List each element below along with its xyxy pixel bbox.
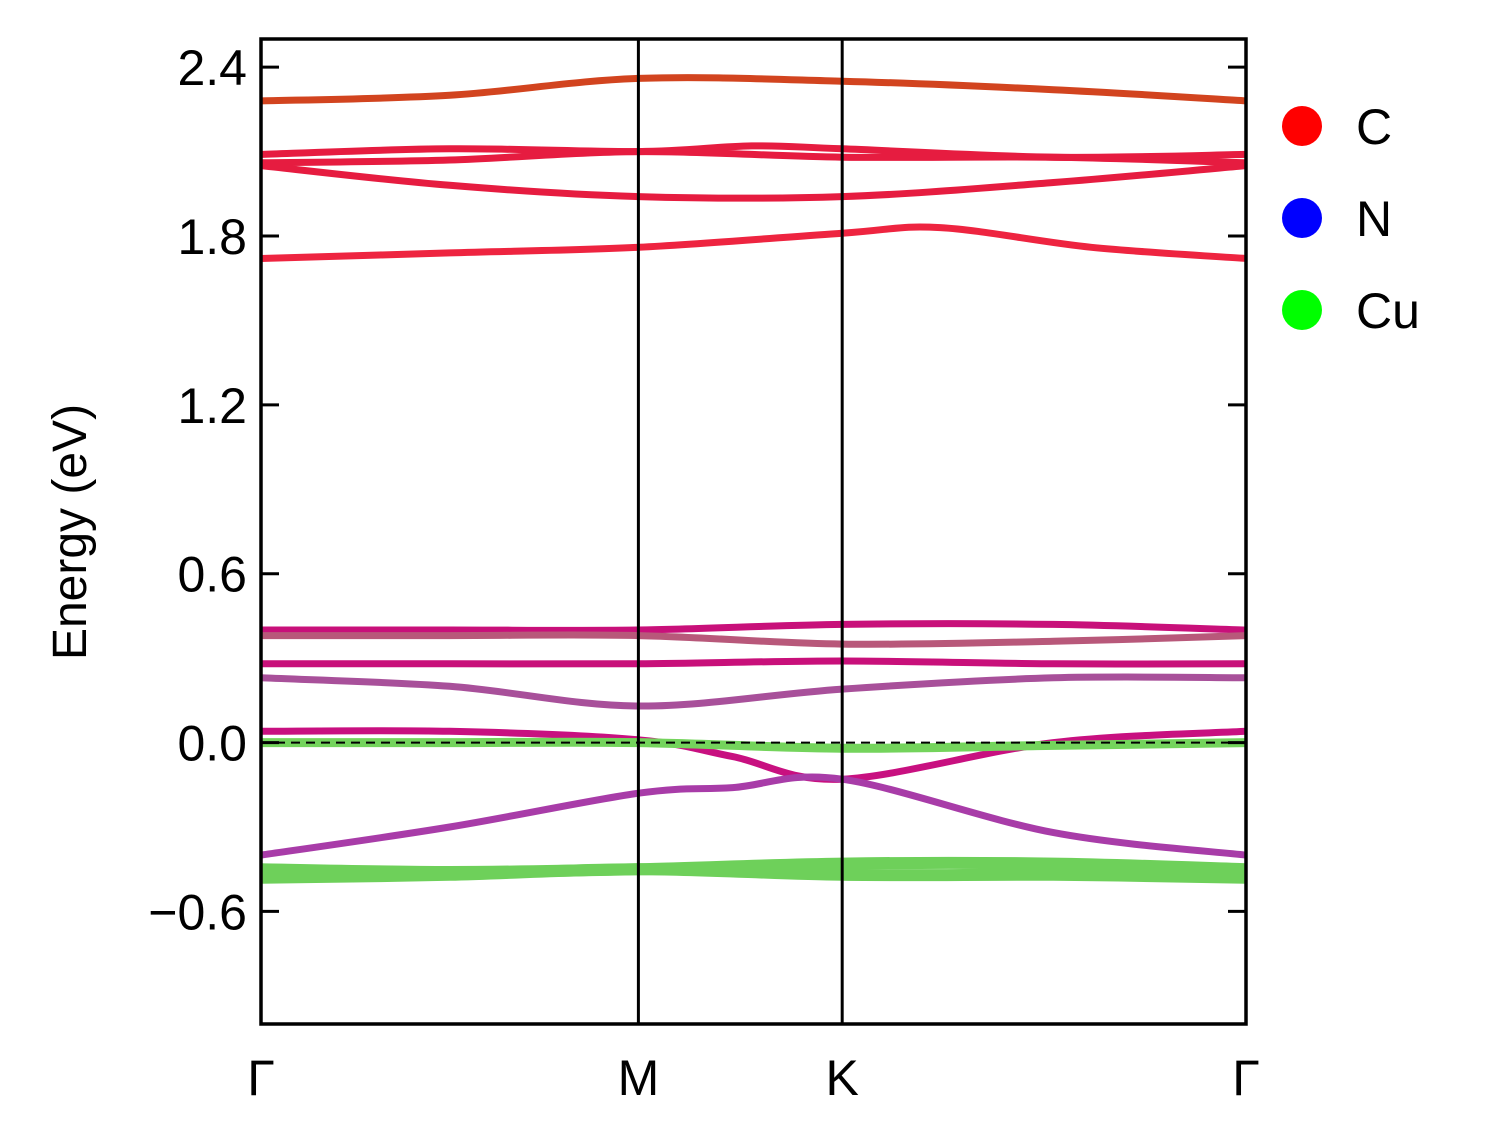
y-tick-label: −0.6	[148, 884, 247, 940]
bands-layer	[261, 74, 1246, 884]
band-line-10	[261, 727, 1246, 783]
band-line-12	[261, 773, 1246, 859]
band-line-1	[261, 74, 1246, 105]
legend-label-n: N	[1356, 191, 1392, 247]
y-tick-label: 1.2	[177, 378, 247, 434]
legend-label-cu: Cu	[1356, 283, 1420, 339]
legend-marker-c	[1282, 106, 1322, 146]
band-line-3	[261, 148, 1246, 167]
ticks-layer: 2.4 1.8 1.2 0.6 0.0 −0.6	[148, 40, 1246, 940]
band-line-9	[261, 673, 1246, 710]
plot-frame	[259, 37, 1248, 1026]
y-tick-label: 2.4	[177, 40, 247, 96]
legend-marker-n	[1282, 198, 1322, 238]
band-line-11	[261, 737, 1246, 753]
x-tick-label: M	[618, 1050, 660, 1106]
band-line-5	[261, 223, 1246, 262]
band-line-6	[261, 620, 1246, 634]
y-axis-label: Energy (eV)	[44, 404, 97, 660]
band-line-14	[261, 863, 1246, 884]
y-tick-label: 0.6	[177, 547, 247, 603]
band-line-4	[261, 162, 1246, 202]
x-tick-label: Γ	[247, 1050, 275, 1106]
y-tick-label: 1.8	[177, 209, 247, 265]
band-line-7	[261, 631, 1246, 648]
band-line-8	[261, 657, 1246, 668]
legend: CN Cu	[1282, 99, 1420, 339]
x-tick-label: K	[826, 1050, 859, 1106]
legend-label-c: C	[1356, 99, 1392, 155]
legend-marker-cu	[1282, 290, 1322, 330]
x-tick-label: Γ	[1232, 1050, 1260, 1106]
y-tick-label: 0.0	[177, 716, 247, 772]
